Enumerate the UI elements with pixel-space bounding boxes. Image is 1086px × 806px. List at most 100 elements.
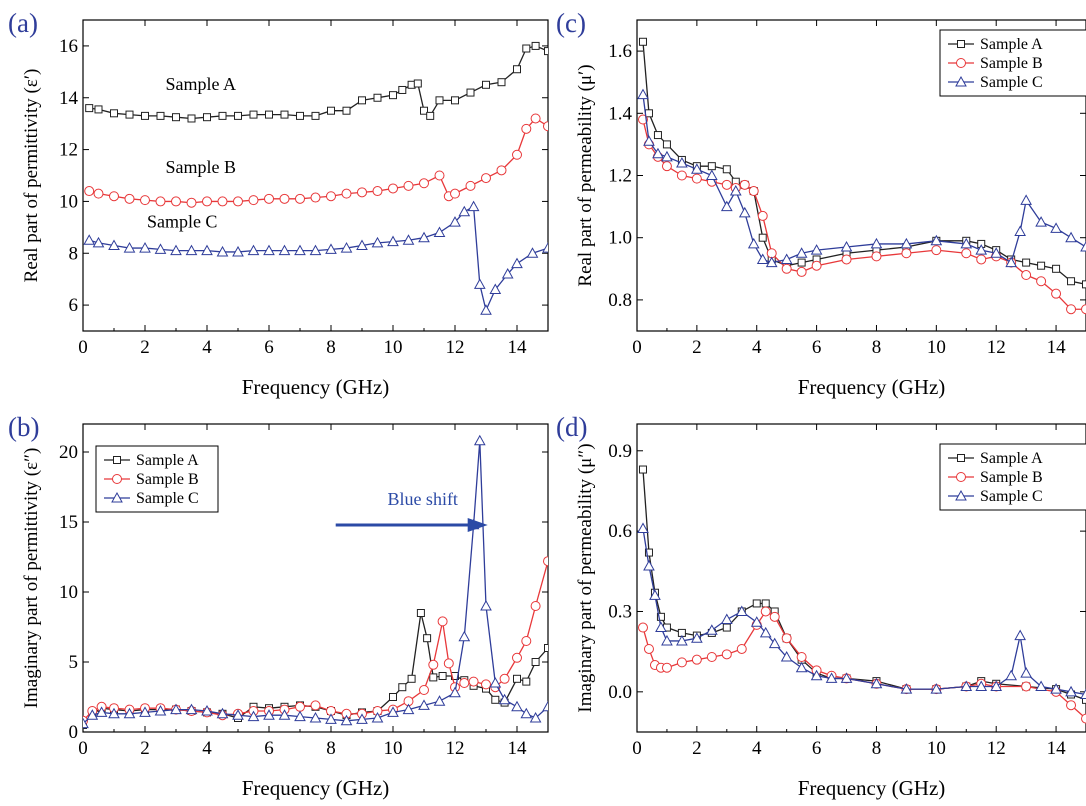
data-point [637,622,648,633]
data-point [795,661,808,673]
data-point [656,612,665,621]
data-point [543,121,548,132]
data-point [473,434,486,446]
series-sample-a [85,41,548,123]
data-point [413,79,422,88]
data-point [388,183,398,194]
data-point [468,676,479,687]
data-point [480,304,492,315]
data-point [278,244,291,256]
series-line [642,528,1086,696]
legend-entry: Sample A [136,452,199,469]
data-point [139,242,151,253]
panel-label: (c) [556,8,586,38]
data-point [1050,683,1062,694]
y-axis-label: Imaginary part of permeability (μ″) [575,443,596,712]
data-point [1067,277,1076,286]
legend: Sample A Sample B Sample C [95,445,219,513]
data-point [797,258,806,267]
data-point [522,44,531,53]
data-point [340,714,353,726]
data-point [961,248,972,259]
legend-entry: Sample B [980,469,1043,486]
data-point [676,157,688,168]
data-point [1022,258,1031,267]
x-tick-label: 14 [508,337,528,358]
data-point [691,173,702,184]
data-point [752,599,761,608]
data-point [781,263,792,274]
data-point [761,599,770,608]
data-point [489,283,502,295]
data-point [976,254,987,265]
data-point [459,678,470,688]
annotation-text: Sample B [166,157,237,177]
data-point [530,113,541,124]
data-point [1081,713,1086,724]
data-point [637,522,649,533]
y-tick-label: 6 [69,295,79,316]
data-point [735,605,748,616]
data-point [185,244,198,256]
data-point [530,601,541,611]
data-point [691,632,703,643]
data-point [217,196,228,207]
data-point [871,251,882,262]
data-point [840,672,853,683]
data-point [781,633,792,644]
x-tick-label: 12 [987,337,1006,358]
data-point [1036,276,1047,287]
y-tick-label: 0.9 [608,441,632,462]
data-point [203,113,211,122]
data-point [233,196,243,207]
legend-marker [113,456,121,464]
legend-entry: Sample C [980,74,1043,91]
data-point [721,649,732,660]
data-point [930,683,943,694]
series-sample-a [83,609,548,729]
data-point [187,114,196,123]
data-point [747,237,760,249]
data-point [513,65,521,74]
data-point [416,609,425,617]
data-point [526,247,539,258]
y-axis-label: Real part of permittivity (ε′) [21,69,42,283]
data-point [1081,304,1086,315]
x-tick-label: 14 [1047,738,1067,759]
data-point [295,701,305,712]
data-point [766,248,777,259]
data-point [123,242,136,253]
legend-marker [112,474,122,484]
data-point [85,104,94,113]
data-point [722,165,731,174]
data-point [676,634,688,646]
x-tick-label: 10 [927,337,946,358]
data-point [1005,256,1018,268]
data-point [756,253,769,264]
data-point [542,242,548,253]
data-point [511,257,523,269]
data-point [521,636,532,646]
data-point [691,163,703,174]
series-line [89,117,548,204]
data-point [108,239,120,250]
data-point [748,186,759,197]
legend-marker [955,489,967,501]
data-point [960,680,973,691]
data-point [653,131,662,140]
data-point [691,654,702,665]
data-point [721,179,732,190]
data-point [155,196,166,207]
y-tick-label: 12 [59,140,78,161]
y-tick-label: 10 [59,191,78,212]
data-point [387,235,399,247]
data-point [531,658,540,666]
series-line [642,119,1086,310]
x-tick-label: 12 [987,738,1006,759]
data-point [1021,681,1032,692]
data-point [511,700,523,712]
data-point [676,170,687,181]
data-point [497,78,506,87]
panel-c: 0 2 4 6 8 10 12 14 0.8 1.0 1.2 1.4 1.6 Frequency (GHz… [556,8,1086,399]
annotation-text: Sample C [147,211,218,231]
